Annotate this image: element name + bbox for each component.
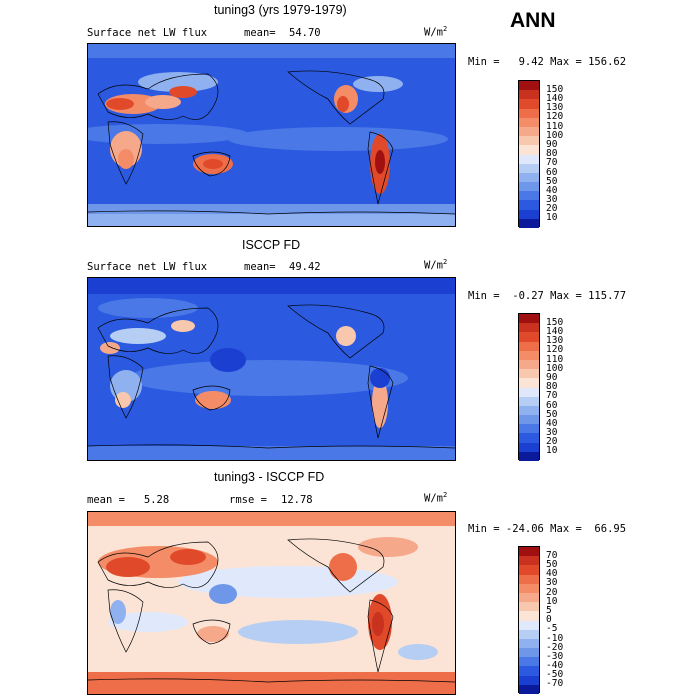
panel3-map bbox=[87, 511, 456, 695]
panel3-tick: -10 bbox=[546, 633, 564, 644]
panel3-tick: 40 bbox=[546, 568, 558, 579]
panel2-tick: 120 bbox=[546, 344, 564, 355]
panel1-tick: 70 bbox=[546, 157, 558, 168]
panel2-tick: 20 bbox=[546, 436, 558, 447]
panel2-minmax: Min = -0.27 Max = 115.77 bbox=[468, 290, 627, 302]
panel1-colorbar bbox=[518, 80, 540, 228]
panel1-tick: 150 bbox=[546, 84, 564, 95]
panel2-map bbox=[87, 277, 456, 461]
panel3-tick: 0 bbox=[546, 614, 552, 625]
panel2-mean-value: 49.42 bbox=[289, 261, 321, 273]
season-label: ANN bbox=[510, 9, 556, 32]
panel1-title: tuning3 (yrs 1979-1979) bbox=[214, 3, 347, 17]
panel3-tick: 10 bbox=[546, 596, 558, 607]
panel2-tick: 90 bbox=[546, 372, 558, 383]
panel2-variable-label: Surface net LW flux bbox=[87, 261, 208, 273]
panel2-tick: 140 bbox=[546, 326, 564, 337]
panel1-mean-value: 54.70 bbox=[289, 27, 321, 39]
panel2-mean-label: mean= bbox=[244, 261, 276, 273]
panel1-tick: 60 bbox=[546, 167, 558, 178]
panel1-minmax: Min = 9.42 Max = 156.62 bbox=[468, 56, 627, 68]
panel2-tick: 30 bbox=[546, 427, 558, 438]
panel3-tick: -50 bbox=[546, 669, 564, 680]
panel1-tick: 110 bbox=[546, 121, 564, 132]
panel3-colorbar bbox=[518, 546, 540, 694]
panel3-units: W/m2 bbox=[424, 491, 448, 505]
panel1-tick: 80 bbox=[546, 148, 558, 159]
panel3-mean-label: mean = 5.28 bbox=[87, 494, 170, 506]
panel2-tick: 130 bbox=[546, 335, 564, 346]
panel3-tick: -5 bbox=[546, 623, 558, 634]
panel3-tick: -20 bbox=[546, 642, 564, 653]
panel3-title: tuning3 - ISCCP FD bbox=[214, 470, 325, 484]
panel1-units: W/m2 bbox=[424, 25, 448, 39]
panel2-tick: 150 bbox=[546, 317, 564, 328]
panel1-tick: 30 bbox=[546, 194, 558, 205]
panel2-tick: 70 bbox=[546, 390, 558, 401]
panel3-tick: 20 bbox=[546, 587, 558, 598]
panel2-tick: 50 bbox=[546, 409, 558, 420]
panel1-tick: 10 bbox=[546, 212, 558, 223]
panel2-tick: 10 bbox=[546, 445, 558, 456]
panel3-tick: 30 bbox=[546, 577, 558, 588]
panel3-minmax: Min = -24.06 Max = 66.95 bbox=[468, 523, 627, 535]
panel2-units: W/m2 bbox=[424, 258, 448, 272]
panel3-rmse-label: rmse = bbox=[229, 494, 267, 506]
panel3-rmse-value: 12.78 bbox=[281, 494, 313, 506]
panel2-tick: 40 bbox=[546, 418, 558, 429]
panel1-map bbox=[87, 43, 456, 227]
panel1-tick: 40 bbox=[546, 185, 558, 196]
panel3-tick: 70 bbox=[546, 550, 558, 561]
panel1-tick: 120 bbox=[546, 111, 564, 122]
panel1-tick: 140 bbox=[546, 93, 564, 104]
panel1-tick: 50 bbox=[546, 176, 558, 187]
panel1-tick: 20 bbox=[546, 203, 558, 214]
panel1-tick: 130 bbox=[546, 102, 564, 113]
panel3-tick: -40 bbox=[546, 660, 564, 671]
panel1-mean-label: mean= bbox=[244, 27, 276, 39]
panel1-tick: 90 bbox=[546, 139, 558, 150]
panel2-colorbar bbox=[518, 313, 540, 461]
panel2-tick: 80 bbox=[546, 381, 558, 392]
panel1-variable-label: Surface net LW flux bbox=[87, 27, 208, 39]
panel3-tick: -70 bbox=[546, 678, 564, 689]
panel2-tick: 60 bbox=[546, 400, 558, 411]
panel2-tick: 100 bbox=[546, 363, 564, 374]
panel3-tick: -30 bbox=[546, 651, 564, 662]
panel3-tick: 50 bbox=[546, 559, 558, 570]
panel2-title: ISCCP FD bbox=[242, 238, 301, 252]
panel3-tick: 5 bbox=[546, 605, 552, 616]
panel2-tick: 110 bbox=[546, 354, 564, 365]
panel1-tick: 100 bbox=[546, 130, 564, 141]
